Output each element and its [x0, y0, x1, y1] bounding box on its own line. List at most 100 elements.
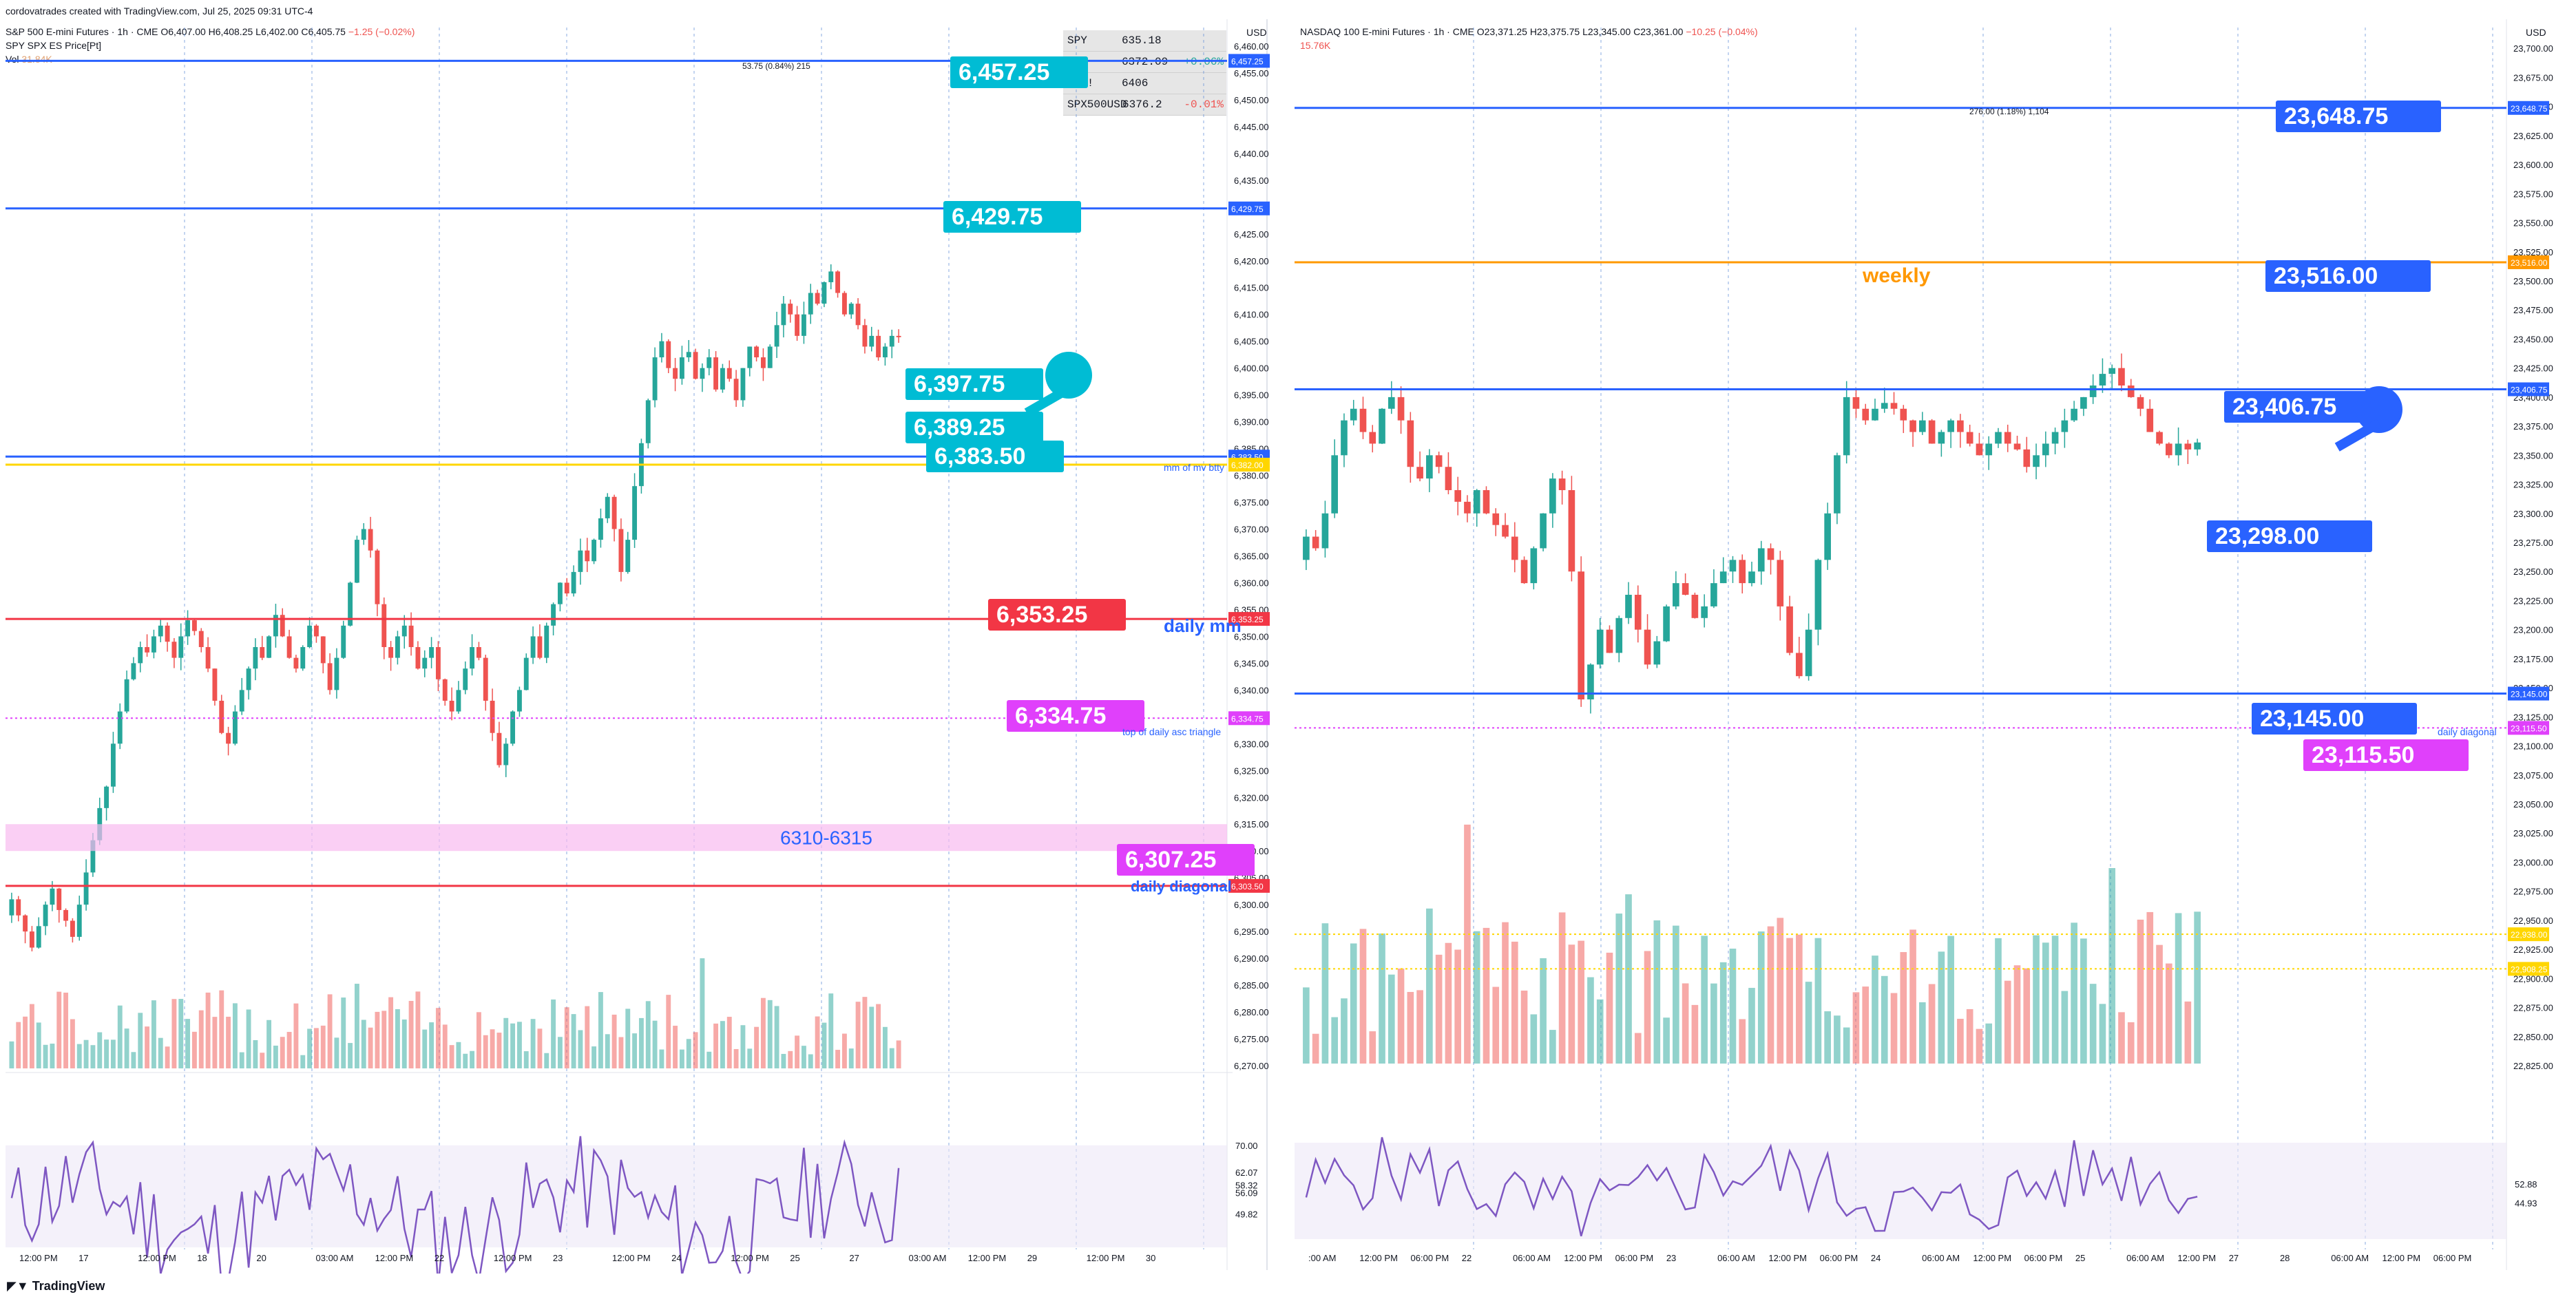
- volume-bar: [2108, 868, 2116, 1064]
- watchlist-row[interactable]: SPY 635.18: [1063, 30, 1226, 52]
- volume-bar: [435, 1008, 441, 1068]
- right-x-tick: 06:00 PM: [2433, 1253, 2472, 1263]
- volume-bar: [1938, 951, 1945, 1064]
- right-rsi-tick: 44.93: [2515, 1198, 2537, 1209]
- volume-bar: [1673, 925, 1679, 1064]
- candle-body: [841, 293, 847, 315]
- volume-bar: [320, 1025, 326, 1068]
- right-y-tick: 23,175.00: [2513, 654, 2553, 664]
- left-x-tick: 27: [849, 1253, 859, 1263]
- candle-body: [1435, 455, 1443, 467]
- volume-bar: [97, 1032, 103, 1068]
- candle-body: [659, 341, 664, 358]
- volume-bar: [1359, 929, 1367, 1064]
- candle-body: [1682, 583, 1689, 595]
- candle-body: [1719, 571, 1727, 584]
- volume-bar: [1682, 983, 1689, 1064]
- volume-bar: [828, 993, 834, 1068]
- candle-body: [246, 668, 251, 690]
- volume-bar: [1388, 974, 1395, 1064]
- left-level-tag-text: 6,353.25: [1231, 615, 1264, 624]
- volume-bar: [76, 1044, 82, 1068]
- volume-bar: [862, 997, 868, 1068]
- right-level-tag-text: 23,516.00: [2511, 258, 2548, 268]
- candle-body: [354, 540, 359, 583]
- candle-body: [882, 346, 888, 358]
- candle-body: [320, 636, 326, 664]
- volume-bar: [1473, 931, 1480, 1064]
- candle-body: [476, 647, 481, 658]
- right-x-tick: 06:00 AM: [1922, 1253, 1960, 1263]
- volume-bar: [198, 1010, 204, 1068]
- volume-bar: [625, 1008, 631, 1068]
- volume-bar: [1426, 908, 1433, 1064]
- right-y-tick: 23,075.00: [2513, 770, 2553, 781]
- volume-bar: [1606, 952, 1613, 1064]
- right-x-tick: 24: [1871, 1253, 1881, 1263]
- candle-body: [1341, 420, 1348, 456]
- candle-body: [788, 304, 793, 315]
- right-y-tick: 23,275.00: [2513, 538, 2553, 548]
- right-close: C23,361.00: [1633, 26, 1684, 37]
- left-y-tick: 6,390.00: [1234, 417, 1269, 427]
- left-level-tag-text: 6,382.00: [1231, 461, 1264, 470]
- candle-body: [1379, 408, 1385, 444]
- brand-name: TradingView: [32, 1279, 105, 1293]
- candle-body: [1397, 397, 1405, 421]
- volume-bar: [90, 1045, 96, 1068]
- candle-body: [401, 625, 407, 637]
- volume-bar: [618, 1037, 624, 1068]
- key-icon: [1024, 384, 1071, 417]
- volume-bar: [1796, 934, 1803, 1064]
- volume-bar: [1615, 913, 1623, 1064]
- volume-bar: [1492, 986, 1500, 1064]
- candle-body: [557, 582, 563, 604]
- volume-bar: [835, 1050, 841, 1068]
- volume-bar: [2013, 965, 2021, 1064]
- left-y-tick: 6,300.00: [1234, 900, 1269, 910]
- left-y-tick: 6,365.00: [1234, 551, 1269, 561]
- candle-body: [598, 518, 603, 540]
- candle-body: [1663, 606, 1670, 642]
- volume-bar: [1578, 940, 1584, 1064]
- candle-body: [43, 905, 48, 927]
- watchlist-row[interactable]: SPX500USD 6376.2 -0.01%: [1063, 94, 1226, 116]
- candle-body: [327, 663, 333, 690]
- candle-body: [1445, 467, 1452, 490]
- right-x-tick: 12:00 PM: [2177, 1253, 2216, 1263]
- volume-bar: [23, 1016, 28, 1068]
- volume-bar: [1416, 990, 1423, 1064]
- candle-body: [551, 604, 556, 626]
- left-axis-currency: USD: [1246, 27, 1267, 38]
- candle-body: [686, 352, 691, 358]
- right-x-tick: 06:00 AM: [1513, 1253, 1551, 1263]
- left-level-tag: [1228, 457, 1270, 472]
- left-symbol: S&P 500 E-mini Futures · 1h · CME: [6, 26, 158, 37]
- right-callout-text: 23,648.75: [2284, 103, 2388, 129]
- candle-body: [408, 625, 414, 647]
- candle-body: [1814, 560, 1822, 630]
- left-callout-text: 6,397.75: [914, 371, 1005, 397]
- candle-body: [307, 625, 313, 647]
- candle-body: [1483, 490, 1490, 514]
- left-y-tick: 6,420.00: [1234, 256, 1269, 266]
- volume-bar: [2051, 936, 2059, 1064]
- volume-bar: [219, 990, 224, 1068]
- tradingview-logo-icon: ◤▼: [7, 1279, 29, 1293]
- candle-body: [1928, 420, 1936, 444]
- volume-bar: [56, 991, 62, 1068]
- candle-body: [889, 335, 894, 347]
- volume-bar: [117, 1005, 123, 1068]
- candle-body: [1369, 432, 1376, 444]
- right-y-tick: 23,225.00: [2513, 595, 2553, 606]
- candle-body: [293, 657, 299, 669]
- volume-bar: [1644, 951, 1651, 1064]
- right-callout-box: [2207, 520, 2372, 552]
- candle-body: [1900, 408, 1907, 421]
- volume-bar: [1957, 1018, 1964, 1064]
- top-caption: cordovatrades created with TradingView.c…: [6, 6, 313, 17]
- right-y-tick: 23,700.00: [2513, 43, 2553, 54]
- candle-body: [185, 620, 191, 637]
- right-y-tick: 22,875.00: [2513, 1003, 2553, 1013]
